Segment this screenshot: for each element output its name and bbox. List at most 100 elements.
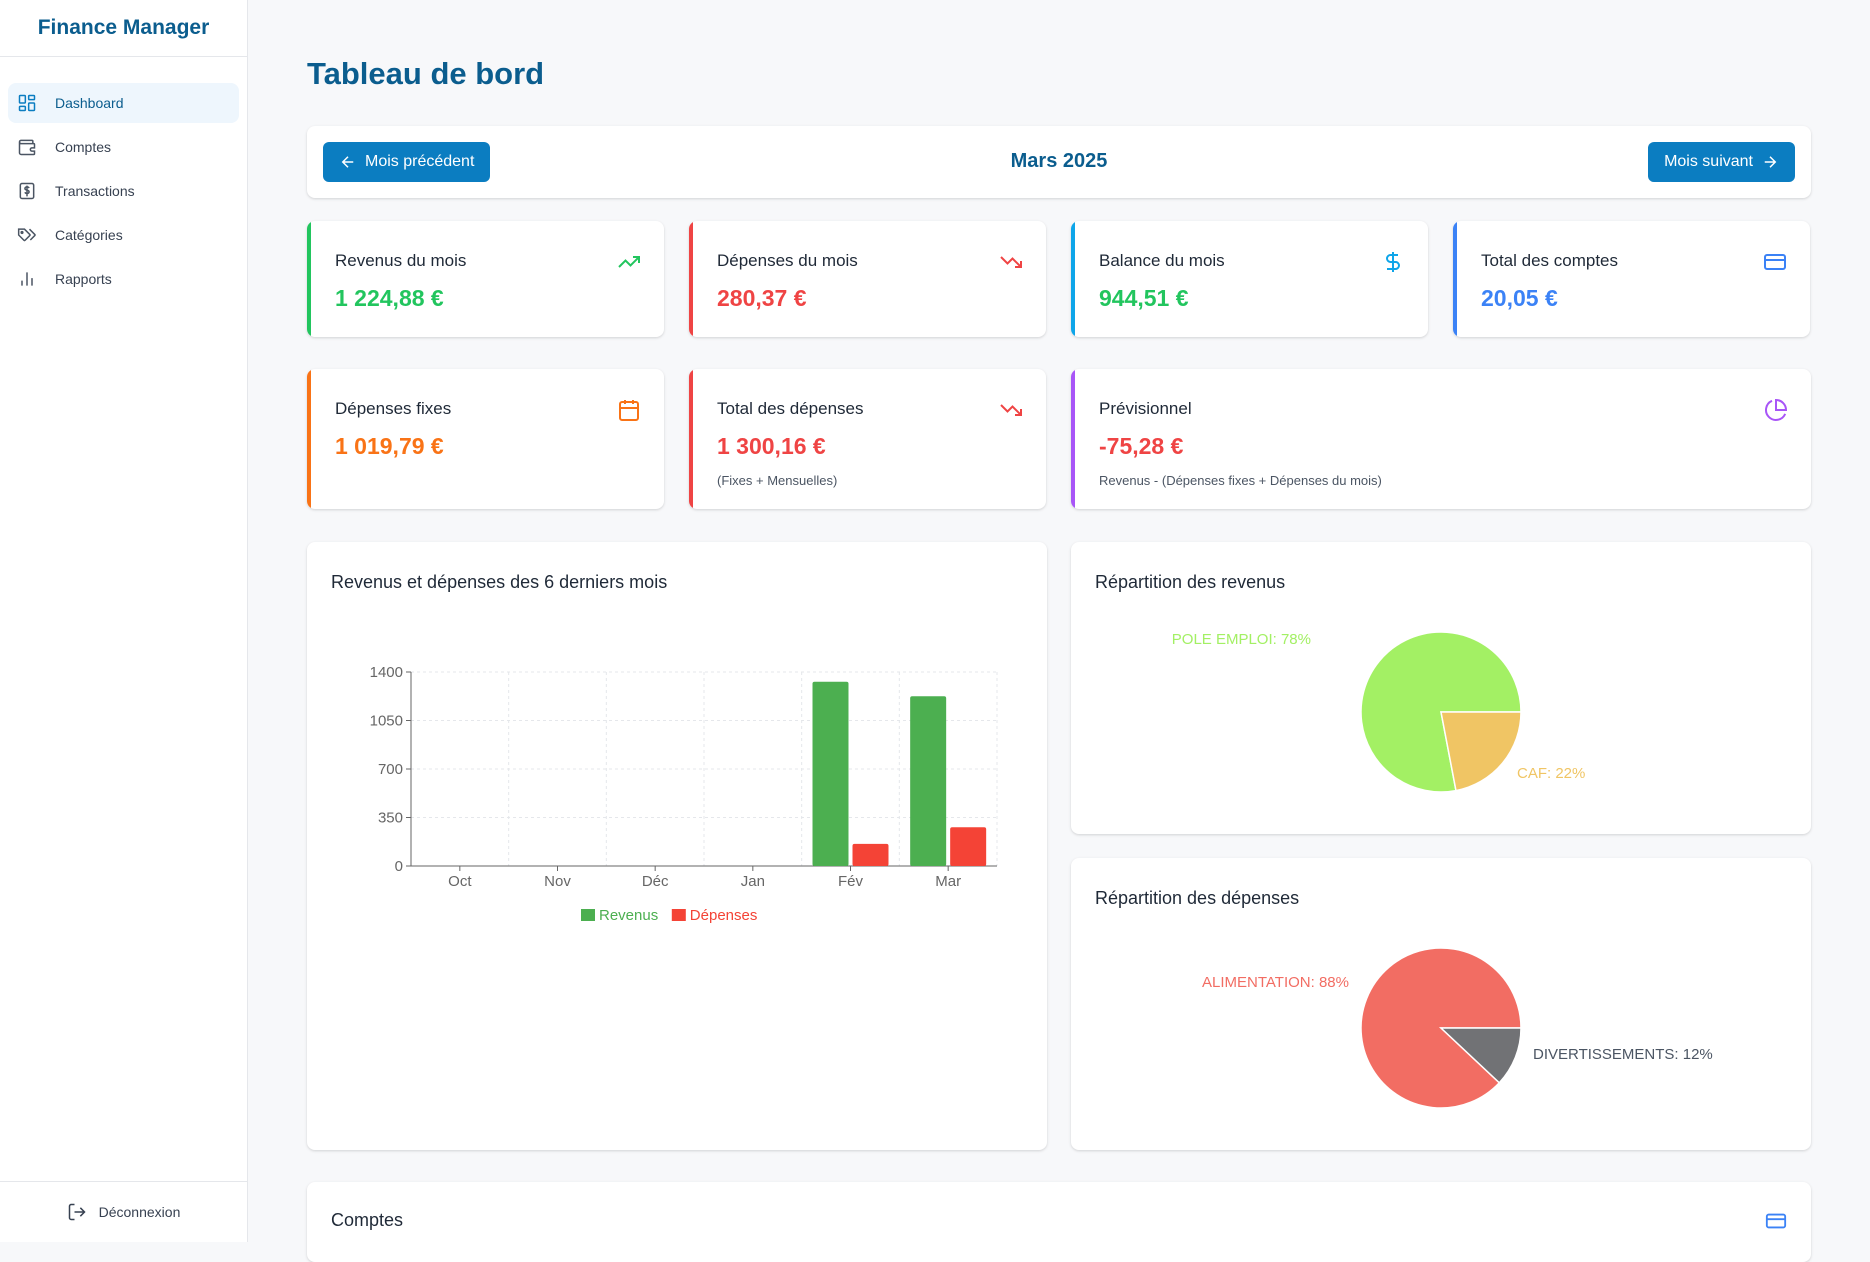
y-tick-label: 350 <box>378 810 403 827</box>
trending-down-icon <box>998 249 1024 275</box>
pie-label: DIVERTISSEMENTS: 12% <box>1533 1046 1713 1063</box>
legend-label: Dépenses <box>690 907 758 924</box>
sidebar-item-transactions[interactable]: Transactions <box>8 171 239 211</box>
y-tick-label: 1400 <box>370 664 403 681</box>
stat-value: 944,51 € <box>1099 285 1189 311</box>
stat-subtitle: (Fixes + Mensuelles) <box>717 473 838 488</box>
revenus-pie-panel: Répartition des revenus POLE EMPLOI: 78%… <box>1071 542 1811 834</box>
credit-card-icon <box>1762 249 1788 275</box>
sidebar-item-label: Catégories <box>55 227 123 243</box>
trending-down-icon <box>998 397 1024 423</box>
pie-label: CAF: 22% <box>1517 765 1585 782</box>
stat-label: Prévisionnel <box>1099 399 1192 418</box>
stat-card-balance: Balance du mois 944,51 € <box>1071 221 1428 337</box>
trending-up-icon <box>616 249 642 275</box>
legend-swatch <box>671 909 686 921</box>
stat-value: 20,05 € <box>1481 285 1558 311</box>
sidebar-item-dashboard[interactable]: Dashboard <box>8 83 239 123</box>
sidebar: Finance Manager Dashboard Comptes Transa… <box>0 0 248 1242</box>
logout-icon <box>67 1202 87 1222</box>
y-tick-label: 700 <box>378 761 403 778</box>
sidebar-nav: Dashboard Comptes Transactions Catégorie… <box>0 57 247 299</box>
dashboard-icon <box>16 92 38 114</box>
stat-value: 1 300,16 € <box>717 433 826 459</box>
comptes-panel: Comptes <box>307 1182 1811 1262</box>
pie-chart-icon <box>1763 397 1789 423</box>
wallet-icon <box>16 136 38 158</box>
stat-card-depenses: Dépenses du mois 280,37 € <box>689 221 1046 337</box>
stat-label: Revenus du mois <box>335 251 467 270</box>
sidebar-item-label: Rapports <box>55 271 112 287</box>
depenses-pie-panel: Répartition des dépenses ALIMENTATION: 8… <box>1071 858 1811 1150</box>
bar-chart-icon <box>16 268 38 290</box>
stat-card-depenses-fixes: Dépenses fixes 1 019,79 € <box>307 369 664 509</box>
stat-value: 1 019,79 € <box>335 433 444 459</box>
depenses-pie-chart: ALIMENTATION: 88% DIVERTISSEMENTS: 12% <box>1202 947 1713 1109</box>
arrow-left-icon <box>341 156 354 168</box>
sidebar-item-label: Comptes <box>55 139 112 155</box>
logout-button[interactable]: Déconnexion <box>0 1181 247 1242</box>
x-tick-label: Mar <box>935 873 961 890</box>
stat-card-total-depenses: Total des dépenses 1 300,16 € (Fixes + M… <box>689 369 1046 509</box>
legend-swatch <box>581 909 595 921</box>
bar-chart: 0 350 700 1050 1400 Oct Nov Déc Jan Fév Mar Revenus… <box>370 664 998 924</box>
stat-label: Total des dépenses <box>717 399 864 418</box>
sidebar-item-comptes[interactable]: Comptes <box>8 127 239 167</box>
next-month-button[interactable]: Mois suivant <box>1648 142 1795 182</box>
y-tick-label: 1050 <box>370 713 403 730</box>
panel-title: Répartition des dépenses <box>1095 888 1300 908</box>
stat-value: -75,28 € <box>1099 433 1184 459</box>
x-tick-label: Fév <box>838 873 864 890</box>
dollar-icon <box>1380 249 1406 275</box>
bar-revenus <box>812 681 849 866</box>
y-tick-label: 0 <box>395 858 403 875</box>
stat-value: 280,37 € <box>717 285 807 311</box>
sidebar-item-rapports[interactable]: Rapports <box>8 259 239 299</box>
logout-label: Déconnexion <box>98 1204 181 1220</box>
app-title: Finance Manager <box>0 0 247 57</box>
calendar-icon <box>616 397 642 423</box>
next-month-label: Mois suivant <box>1664 153 1753 170</box>
accent-bar <box>1453 221 1457 337</box>
previous-month-label: Mois précédent <box>365 153 475 170</box>
x-tick-label: Nov <box>544 873 571 890</box>
accent-bar <box>307 221 311 337</box>
stat-label: Dépenses fixes <box>335 399 452 418</box>
month-navigation: Mois précédent Mars 2025 Mois suivant <box>307 126 1811 198</box>
credit-card-icon <box>1765 1210 1787 1237</box>
accent-bar <box>689 369 693 509</box>
sidebar-item-categories[interactable]: Catégories <box>8 215 239 255</box>
previous-month-button[interactable]: Mois précédent <box>323 142 491 182</box>
stat-label: Balance du mois <box>1099 251 1225 270</box>
pie-slice <box>1440 711 1522 792</box>
x-tick-label: Déc <box>642 873 669 890</box>
stat-card-revenus: Revenus du mois 1 224,88 € <box>307 221 664 337</box>
panel-title: Répartition des revenus <box>1095 572 1286 592</box>
bar-dépenses <box>852 843 889 866</box>
stat-card-total-comptes: Total des comptes 20,05 € <box>1453 221 1810 337</box>
bar-dépenses <box>950 827 987 866</box>
accent-bar <box>1071 221 1075 337</box>
bar-chart-panel: Revenus et dépenses des 6 derniers mois … <box>307 542 1047 1150</box>
accent-bar <box>689 221 693 337</box>
page-title: Tableau de bord <box>307 56 545 91</box>
sidebar-item-label: Transactions <box>55 183 135 199</box>
arrow-right-icon <box>1764 156 1777 168</box>
tags-icon <box>16 224 38 246</box>
pie-slice <box>1439 1027 1522 1084</box>
revenus-pie-chart: POLE EMPLOI: 78% CAF: 22% <box>1172 631 1585 793</box>
sidebar-item-label: Dashboard <box>55 95 124 111</box>
current-month: Mars 2025 <box>1010 150 1108 172</box>
stat-card-previsionnel: Prévisionnel -75,28 € Revenus - (Dépense… <box>1071 369 1811 509</box>
stat-subtitle: Revenus - (Dépenses fixes + Dépenses du … <box>1099 473 1382 488</box>
stat-label: Dépenses du mois <box>717 251 858 270</box>
dollar-receipt-icon <box>16 180 38 202</box>
x-tick-label: Oct <box>448 873 472 890</box>
panel-title: Comptes <box>331 1210 404 1230</box>
bar-revenus <box>910 696 947 866</box>
pie-label: POLE EMPLOI: 78% <box>1172 631 1311 648</box>
panel-title: Revenus et dépenses des 6 derniers mois <box>331 572 668 592</box>
x-tick-label: Jan <box>741 873 765 890</box>
legend-label: Revenus <box>599 907 658 924</box>
accent-bar <box>307 369 311 509</box>
